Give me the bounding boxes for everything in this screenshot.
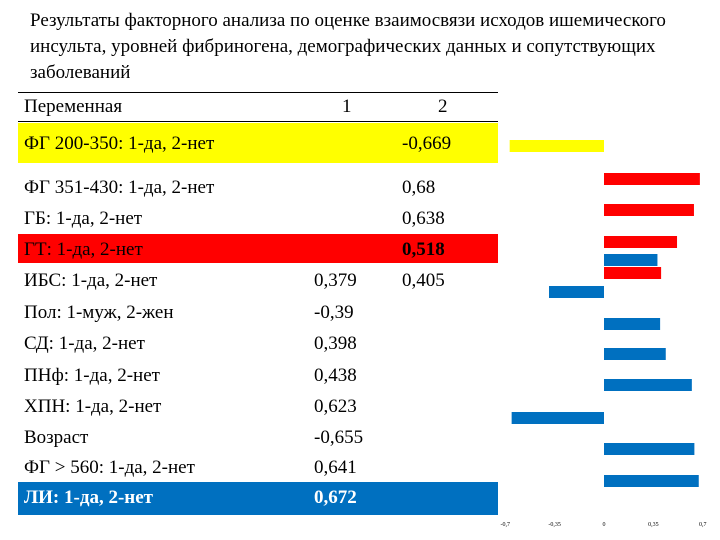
chart-bar (604, 204, 694, 216)
header-factor-2: 2 (438, 96, 448, 117)
chart-bar (604, 443, 695, 455)
table-row: ЛИ: 1-да, 2-нет 0,672 (18, 482, 498, 515)
chart-bars (509, 140, 700, 487)
row-factor-1: 0,379 (314, 270, 357, 291)
table-row: ГБ: 1-да, 2-нет 0,638 (18, 203, 498, 232)
row-variable: ИБС: 1-да, 2-нет (24, 270, 158, 291)
row-factor-1: -0,39 (314, 302, 354, 323)
row-variable: СД: 1-да, 2-нет (24, 333, 145, 354)
row-factor-2: 0,518 (402, 239, 445, 260)
x-tick-label: 0,7 (699, 522, 707, 528)
row-factor-1: -0,655 (314, 427, 364, 448)
row-factor-1: 0,672 (314, 487, 357, 508)
x-tick-label: -0,35 (548, 522, 561, 528)
chart-bar (604, 318, 661, 330)
table-header-border (18, 121, 498, 122)
row-variable: ГТ: 1-да, 2-нет (24, 239, 143, 260)
chart-x-axis: -0,7 -0,35 0 0,35 0,7 (501, 522, 707, 528)
row-factor-2: -0,669 (402, 133, 452, 154)
row-variable: Пол: 1-муж, 2-жен (24, 302, 174, 323)
table-row: Пол: 1-муж, 2-жен -0,39 (18, 297, 498, 326)
chart-bar (511, 412, 604, 424)
header-variable: Переменная (24, 96, 123, 117)
row-factor-2: 0,405 (402, 270, 445, 291)
row-variable: ГБ: 1-да, 2-нет (24, 208, 143, 229)
row-variable: ПНф: 1-да, 2-нет (24, 365, 160, 386)
table-row: Возраст -0,655 (18, 422, 498, 451)
table-row: ИБС: 1-да, 2-нет 0,379 0,405 (18, 265, 498, 294)
chart-bar (604, 475, 699, 487)
row-factor-2: 0,638 (402, 208, 445, 229)
table-row: ФГ > 560: 1-да, 2-нет 0,641 (18, 452, 498, 481)
x-tick-label: 0,35 (648, 522, 659, 528)
factor-loading-chart: -0,7 -0,35 0 0,35 0,7 (501, 140, 707, 528)
row-factor-1: 0,641 (314, 457, 357, 478)
row-variable: ХПН: 1-да, 2-нет (24, 396, 162, 417)
table-top-border (18, 92, 498, 93)
row-variable: ФГ > 560: 1-да, 2-нет (24, 457, 195, 478)
chart-bar (604, 254, 658, 266)
chart-bar (509, 140, 604, 152)
chart-bar (604, 173, 700, 185)
row-variable: ФГ 351-430: 1-да, 2-нет (24, 177, 215, 198)
row-variable: ЛИ: 1-да, 2-нет (24, 487, 153, 508)
header-factor-1: 1 (342, 96, 352, 117)
row-variable: Возраст (24, 427, 89, 448)
table-row: ГТ: 1-да, 2-нет 0,518 (18, 234, 498, 263)
x-tick-label: 0 (603, 522, 606, 528)
chart-bar (604, 348, 666, 360)
table-row: ХПН: 1-да, 2-нет 0,623 (18, 391, 498, 420)
chart-bar (604, 267, 662, 279)
table-row: ФГ 351-430: 1-да, 2-нет 0,68 (18, 172, 498, 201)
row-factor-1: 0,438 (314, 365, 357, 386)
table-row: ПНф: 1-да, 2-нет 0,438 (18, 360, 498, 389)
row-factor-1: 0,398 (314, 333, 357, 354)
table-row: ФГ 200-350: 1-да, 2-нет -0,669 (18, 123, 498, 163)
chart-bar (604, 236, 678, 248)
chart-bar (549, 286, 604, 298)
table-header: Переменная 1 2 (18, 96, 498, 122)
x-tick-label: -0,7 (501, 522, 511, 528)
row-factor-2: 0,68 (402, 177, 436, 198)
row-factor-1: 0,623 (314, 396, 357, 417)
chart-bar (604, 379, 692, 391)
slide-title: Результаты факторного анализа по оценке … (30, 10, 666, 83)
table-row: СД: 1-да, 2-нет 0,398 (18, 328, 498, 357)
row-variable: ФГ 200-350: 1-да, 2-нет (24, 133, 215, 154)
